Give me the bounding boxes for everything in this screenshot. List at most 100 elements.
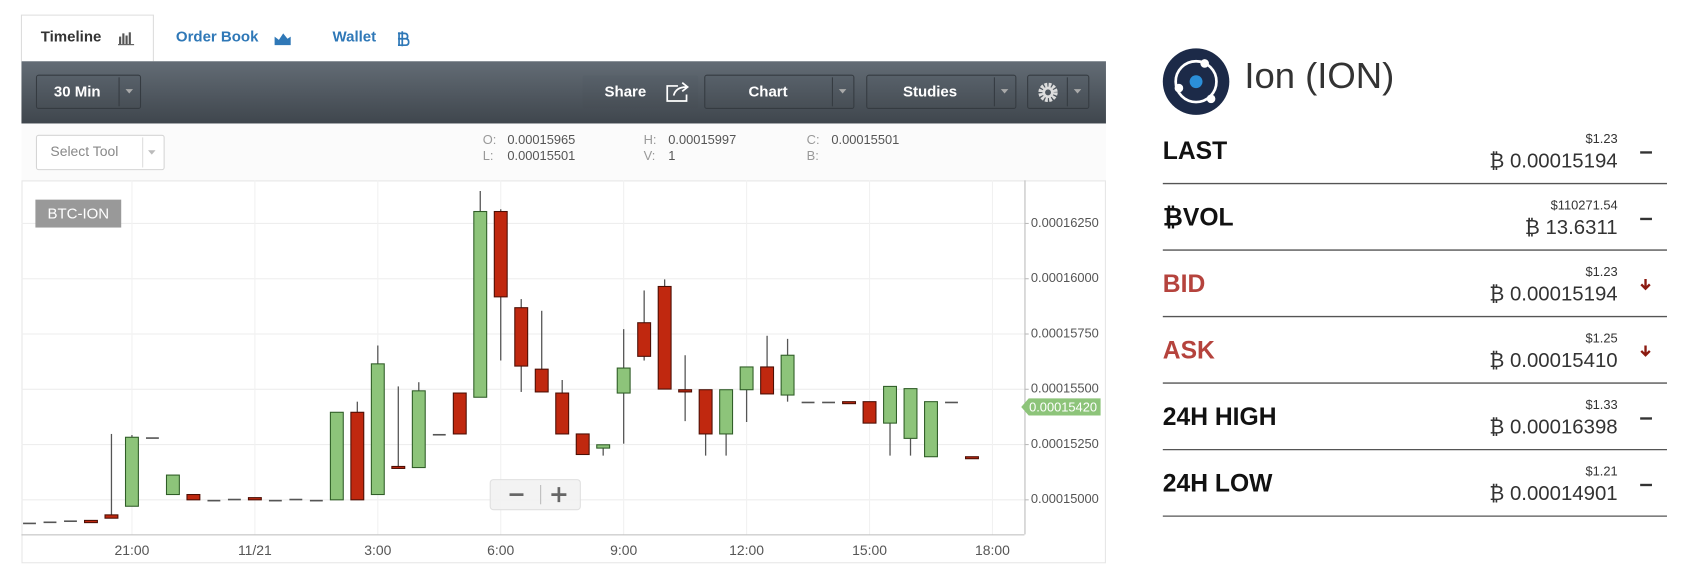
candle-body bbox=[965, 456, 979, 460]
candle-body bbox=[247, 497, 262, 501]
studies-button[interactable] bbox=[866, 74, 1017, 110]
row-usd: $1.33 bbox=[1585, 397, 1617, 412]
row-label: 24H LOW bbox=[1163, 471, 1273, 498]
row-btc: ₿ 13.6311 bbox=[1525, 217, 1618, 239]
ohlc-key: B: bbox=[807, 148, 819, 163]
chart-button[interactable] bbox=[704, 74, 855, 110]
candle-body bbox=[760, 366, 775, 395]
interval-label[interactable]: 30 Min bbox=[54, 83, 101, 100]
interval-button[interactable] bbox=[35, 74, 142, 110]
x-tick-label: 12:00 bbox=[729, 542, 764, 558]
zoom-box bbox=[489, 479, 581, 511]
orderbook-icon bbox=[274, 33, 291, 46]
ohlc-value: 0.00015501 bbox=[831, 132, 899, 147]
candle-body bbox=[186, 493, 201, 501]
candle-body bbox=[555, 392, 570, 435]
x-tick-label: 11/21 bbox=[238, 542, 272, 558]
row-label: ₿VOL bbox=[1163, 204, 1234, 231]
row-usd: $1.21 bbox=[1585, 464, 1617, 479]
ohlc-key: V: bbox=[644, 148, 656, 163]
candle-body bbox=[719, 389, 734, 435]
row-btc: ₿ 0.00015410 bbox=[1489, 350, 1617, 372]
share-label[interactable]: Share bbox=[605, 83, 647, 100]
candle-body bbox=[862, 401, 877, 424]
ohlc-key: C: bbox=[807, 132, 820, 147]
ohlc-key: O: bbox=[483, 132, 497, 147]
candle-body bbox=[43, 521, 57, 524]
ticker-table: LAST $1.23 ₿ 0.00015194 ₿VOL $110271.54 ₿ 13.… bbox=[1162, 131, 1667, 517]
candle-body bbox=[207, 499, 221, 502]
candle-body bbox=[289, 498, 303, 501]
candle-body bbox=[64, 520, 77, 523]
candle-body bbox=[801, 401, 815, 404]
select-tool-label[interactable]: Select Tool bbox=[50, 143, 118, 159]
x-tick-label: 21:00 bbox=[114, 542, 149, 558]
zoom-control[interactable] bbox=[489, 479, 581, 511]
x-tick-label: 15:00 bbox=[852, 542, 887, 558]
candle-body bbox=[165, 474, 180, 496]
coin-title: Ion (ION) bbox=[1244, 55, 1394, 96]
row-btc: ₿ 0.00015194 bbox=[1489, 150, 1617, 172]
tab-label[interactable]: Wallet bbox=[333, 29, 377, 46]
last-price-label: 0.00015420 bbox=[1029, 399, 1097, 414]
row-usd: $1.25 bbox=[1585, 331, 1617, 346]
row-btc: ₿ 0.00014901 bbox=[1489, 483, 1617, 505]
candle-body bbox=[945, 401, 958, 404]
coin-logo bbox=[1162, 48, 1230, 115]
timeline-icon bbox=[117, 32, 135, 46]
candle-body bbox=[452, 392, 467, 435]
candle-body bbox=[104, 514, 119, 519]
active-tab[interactable] bbox=[20, 14, 154, 62]
x-tick-label: 6:00 bbox=[487, 542, 514, 558]
zoom-in bbox=[551, 487, 567, 503]
candle-body bbox=[678, 389, 693, 393]
chart-label[interactable]: Chart bbox=[748, 83, 787, 100]
x-tick-label: 9:00 bbox=[610, 542, 637, 558]
studies-label[interactable]: Studies bbox=[903, 83, 957, 100]
ohlc-key: H: bbox=[644, 132, 657, 147]
ohlc-value: 0.00015501 bbox=[507, 148, 575, 163]
tab-label[interactable]: Order Book bbox=[176, 29, 259, 46]
share-icon bbox=[666, 82, 689, 102]
row-btc: ₿ 0.00016398 bbox=[1489, 417, 1617, 439]
candle-body bbox=[391, 465, 406, 469]
candle-body bbox=[514, 307, 529, 367]
candle-body bbox=[370, 363, 385, 496]
candle-body bbox=[227, 498, 241, 501]
candle-body bbox=[616, 367, 631, 394]
y-tick-label: 0.00015500 bbox=[1031, 381, 1099, 396]
x-tick-label: 18:00 bbox=[975, 542, 1010, 558]
select-tool[interactable] bbox=[35, 134, 165, 171]
candle-body bbox=[534, 368, 549, 393]
candle-body bbox=[739, 366, 754, 391]
symbol-badge bbox=[35, 199, 122, 228]
y-tick-label: 0.00016000 bbox=[1031, 270, 1099, 285]
candle-body bbox=[145, 437, 159, 439]
ohlc-key: L: bbox=[483, 148, 494, 163]
row-label: BID bbox=[1163, 271, 1205, 298]
row-label: 24H HIGH bbox=[1163, 404, 1277, 431]
y-tick-label: 0.00015250 bbox=[1031, 436, 1099, 451]
candle-body bbox=[924, 401, 938, 458]
candle-body bbox=[842, 401, 857, 405]
last-price-pill bbox=[1021, 398, 1101, 416]
row-usd: $1.23 bbox=[1585, 264, 1617, 279]
candle-body bbox=[23, 522, 36, 525]
candle-body bbox=[268, 499, 282, 502]
candle-body bbox=[903, 388, 918, 439]
row-usd: $1.23 bbox=[1585, 131, 1617, 146]
row-usd: $110271.54 bbox=[1551, 197, 1618, 212]
candle-body bbox=[883, 385, 897, 424]
candle-body bbox=[432, 433, 446, 436]
tab-label[interactable]: Timeline bbox=[41, 29, 102, 46]
trend-down bbox=[1640, 345, 1651, 357]
plot: 0.00015000 0.00015250 0.00015500 0.00015750… bbox=[21, 180, 1101, 558]
candle-body bbox=[493, 210, 508, 298]
y-tick-label: 0.00015750 bbox=[1031, 325, 1099, 340]
settings-button[interactable] bbox=[1027, 74, 1090, 110]
ohlc-value: 1 bbox=[668, 148, 675, 163]
candle-body bbox=[657, 285, 672, 390]
wallet-icon bbox=[397, 31, 410, 47]
row-btc: ₿ 0.00015194 bbox=[1489, 284, 1617, 306]
